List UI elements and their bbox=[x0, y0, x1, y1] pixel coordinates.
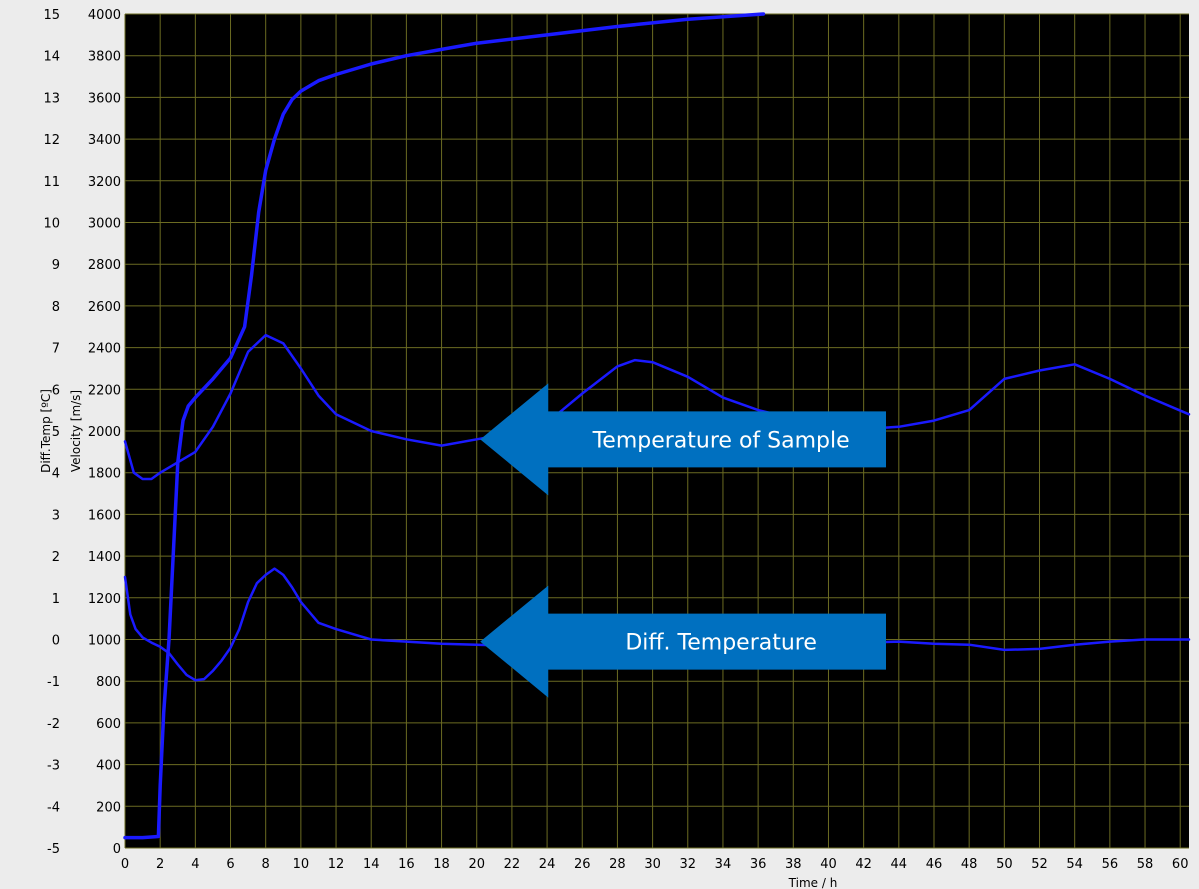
x-tick-label: 4 bbox=[191, 857, 199, 872]
x-tick-label: 24 bbox=[539, 857, 556, 872]
x-tick-labels: 0 2 4 6 8 10 12 14 16 18 20 22 24 26 28 30 32 34 36 38 40 42 4… bbox=[121, 857, 1189, 872]
right-tick-label: 600 bbox=[96, 717, 121, 732]
right-tick-label: 0 bbox=[113, 842, 121, 857]
right-tick-label: 2600 bbox=[88, 300, 121, 315]
x-tick-label: 38 bbox=[785, 857, 802, 872]
x-tick-label: 0 bbox=[121, 857, 129, 872]
left-tick-label: 10 bbox=[43, 217, 60, 232]
x-tick-label: 10 bbox=[293, 857, 310, 872]
left-tick-label: -5 bbox=[47, 842, 60, 857]
x-tick-label: 56 bbox=[1102, 857, 1119, 872]
right-tick-label: 400 bbox=[96, 759, 121, 774]
x-tick-label: 60 bbox=[1172, 857, 1189, 872]
x-tick-label: 42 bbox=[855, 857, 872, 872]
left-tick-label: 12 bbox=[43, 133, 60, 148]
right-tick-labels: 0 200 400 600 800 1000 1200 1400 1600 1800 2000 220… bbox=[88, 8, 121, 857]
x-tick-label: 46 bbox=[926, 857, 943, 872]
x-tick-label: 32 bbox=[680, 857, 697, 872]
x-tick-label: 40 bbox=[820, 857, 837, 872]
right-tick-label: 3800 bbox=[88, 50, 121, 65]
right-tick-label: 2800 bbox=[88, 258, 121, 273]
x-tick-label: 22 bbox=[504, 857, 521, 872]
right-tick-label: 2000 bbox=[88, 425, 121, 440]
x-tick-label: 34 bbox=[715, 857, 732, 872]
left-tick-label: -3 bbox=[47, 759, 60, 774]
callout-temperature-of-sample-arrow bbox=[480, 383, 886, 496]
x-tick-label: 44 bbox=[891, 857, 908, 872]
left-tick-label: 15 bbox=[43, 8, 60, 23]
left-tick-label: 4 bbox=[52, 467, 60, 482]
x-tick-label: 6 bbox=[226, 857, 234, 872]
callout-diff-temperature-label: Diff. Temperature bbox=[625, 631, 817, 656]
x-tick-label: 50 bbox=[996, 857, 1013, 872]
series-line-diff-temperature bbox=[123, 567, 1191, 682]
x-tick-label: 30 bbox=[644, 857, 661, 872]
right-tick-label: 1600 bbox=[88, 508, 121, 523]
x-axis-title: Time / h bbox=[788, 876, 838, 889]
series-line-velocity bbox=[123, 12, 766, 840]
x-tick-label: 28 bbox=[609, 857, 626, 872]
x-tick-label: 2 bbox=[156, 857, 164, 872]
left-tick-label: 9 bbox=[52, 258, 60, 273]
right-tick-label: 1800 bbox=[88, 467, 121, 482]
x-tick-label: 52 bbox=[1031, 857, 1048, 872]
left-tick-label: 8 bbox=[52, 300, 60, 315]
x-tick-label: 48 bbox=[961, 857, 978, 872]
left-tick-label: 0 bbox=[52, 634, 60, 649]
right-axis-title: Velocity [m/s] bbox=[69, 390, 83, 472]
right-tick-label: 800 bbox=[96, 675, 121, 690]
x-tick-label: 36 bbox=[750, 857, 767, 872]
callout-temperature-of-sample-label: Temperature of Sample bbox=[592, 428, 850, 453]
left-tick-label: 2 bbox=[52, 550, 60, 565]
x-tick-label: 12 bbox=[328, 857, 345, 872]
right-tick-label: 2200 bbox=[88, 383, 121, 398]
left-tick-label: 3 bbox=[52, 508, 60, 523]
grid bbox=[124, 13, 1189, 849]
callouts: Temperature of Sample Diff. Temperature bbox=[480, 383, 886, 698]
x-tick-label: 58 bbox=[1137, 857, 1154, 872]
callout-diff-temperature-arrow bbox=[480, 585, 886, 698]
x-tick-label: 54 bbox=[1066, 857, 1083, 872]
right-tick-label: 3600 bbox=[88, 91, 121, 106]
x-tick-label: 16 bbox=[398, 857, 415, 872]
left-tick-label: 1 bbox=[52, 592, 60, 607]
x-tick-label: 8 bbox=[262, 857, 270, 872]
left-tick-label: 13 bbox=[43, 91, 60, 106]
right-tick-label: 2400 bbox=[88, 342, 121, 357]
left-tick-label: -1 bbox=[47, 675, 60, 690]
left-tick-label: 7 bbox=[52, 342, 60, 357]
right-tick-label: 1000 bbox=[88, 634, 121, 649]
x-tick-label: 26 bbox=[574, 857, 591, 872]
x-tick-label: 14 bbox=[363, 857, 380, 872]
right-tick-label: 3400 bbox=[88, 133, 121, 148]
right-tick-label: 3000 bbox=[88, 217, 121, 232]
left-tick-label: 5 bbox=[52, 425, 60, 440]
left-tick-label: -2 bbox=[47, 717, 60, 732]
x-tick-label: 18 bbox=[433, 857, 450, 872]
right-tick-label: 4000 bbox=[88, 8, 121, 23]
left-tick-label: 6 bbox=[52, 383, 60, 398]
right-tick-label: 1400 bbox=[88, 550, 121, 565]
left-axis-title: Diff.Temp [ºC] bbox=[39, 389, 53, 473]
left-tick-label: -4 bbox=[47, 800, 60, 815]
x-tick-label: 20 bbox=[468, 857, 485, 872]
right-tick-label: 200 bbox=[96, 800, 121, 815]
right-tick-label: 3200 bbox=[88, 175, 121, 190]
left-tick-label: 14 bbox=[43, 50, 60, 65]
right-tick-label: 1200 bbox=[88, 592, 121, 607]
left-tick-label: 11 bbox=[43, 175, 60, 190]
